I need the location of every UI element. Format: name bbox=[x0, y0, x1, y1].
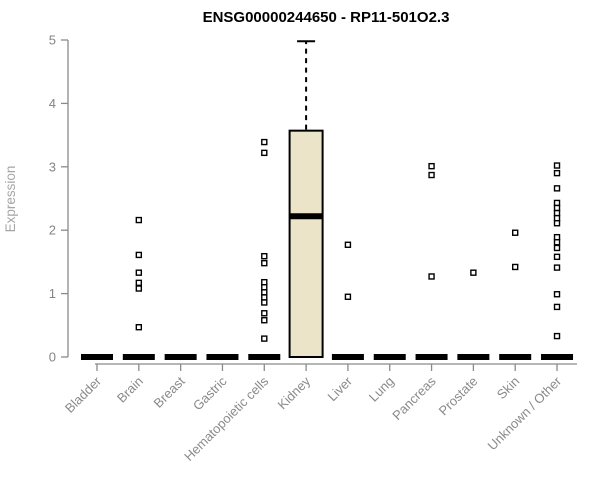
outlier-point bbox=[553, 185, 561, 192]
category-label: Prostate bbox=[436, 374, 481, 419]
outlier-point bbox=[261, 310, 268, 317]
outlier-point bbox=[135, 251, 143, 259]
category-label: Kidney bbox=[275, 373, 314, 412]
outlier-point bbox=[553, 264, 561, 271]
outlier-point bbox=[553, 233, 561, 241]
category-label: Liver bbox=[325, 373, 356, 404]
chart-title: ENSG00000244650 - RP11-501O2.3 bbox=[203, 9, 450, 26]
y-axis-tick-label: 4 bbox=[49, 96, 56, 111]
median-bar bbox=[541, 354, 574, 360]
median-bar bbox=[206, 354, 239, 360]
outlier-point bbox=[261, 289, 268, 296]
outlier-point bbox=[261, 259, 268, 267]
median-bar bbox=[373, 354, 406, 360]
outlier-point bbox=[428, 171, 435, 179]
outlier-point bbox=[344, 241, 352, 248]
outlier-point bbox=[553, 239, 561, 246]
outlier-point bbox=[428, 162, 435, 170]
outlier-point bbox=[135, 216, 143, 224]
y-axis-label: Expression bbox=[3, 166, 18, 233]
outlier-point bbox=[261, 149, 268, 157]
category-label: Breast bbox=[151, 373, 188, 410]
outlier-point bbox=[553, 332, 561, 340]
category-label: Lung bbox=[366, 374, 397, 405]
y-axis-tick-label: 3 bbox=[49, 159, 56, 174]
outlier-point bbox=[553, 220, 561, 227]
outlier-point bbox=[261, 317, 268, 324]
outlier-point bbox=[261, 252, 268, 260]
outlier-point bbox=[553, 209, 561, 217]
median-bar bbox=[248, 354, 281, 360]
outlier-point bbox=[135, 285, 143, 292]
outlier-point bbox=[135, 324, 143, 331]
outlier-point bbox=[261, 335, 268, 342]
category-label: Gastric bbox=[190, 373, 230, 413]
outlier-point bbox=[553, 204, 561, 212]
boxes-layer bbox=[81, 40, 574, 360]
box bbox=[288, 129, 324, 358]
outlier-point bbox=[428, 273, 435, 280]
outlier-point bbox=[135, 279, 143, 287]
outliers-layer bbox=[135, 138, 561, 342]
outlier-point bbox=[553, 253, 561, 261]
outlier-point bbox=[553, 244, 561, 252]
outlier-point bbox=[261, 278, 268, 286]
median-bar bbox=[290, 213, 323, 220]
category-label: Bladder bbox=[62, 373, 105, 416]
outlier-point bbox=[261, 294, 268, 301]
category-label: Pancreas bbox=[389, 373, 439, 423]
median-bar bbox=[81, 354, 113, 360]
outlier-point bbox=[553, 162, 561, 169]
outlier-point bbox=[261, 284, 268, 291]
outlier-point bbox=[261, 299, 268, 306]
outlier-point bbox=[553, 199, 561, 207]
median-bar bbox=[415, 354, 448, 360]
y-axis-tick-label: 1 bbox=[49, 286, 56, 301]
outlier-point bbox=[553, 291, 561, 298]
outlier-point bbox=[135, 269, 143, 276]
category-label: Brain bbox=[114, 374, 146, 406]
outlier-point bbox=[512, 263, 519, 271]
category-label: Skin bbox=[494, 374, 522, 402]
median-bar bbox=[164, 354, 197, 360]
outlier-point bbox=[553, 214, 561, 222]
outlier-point bbox=[512, 229, 519, 236]
category-label: Unknown / Other bbox=[485, 373, 565, 453]
median-bar bbox=[331, 354, 364, 360]
y-axis-tick-label: 2 bbox=[49, 223, 56, 238]
outlier-point bbox=[553, 303, 561, 311]
y-axis-tick-label: 0 bbox=[49, 350, 56, 365]
outlier-point bbox=[344, 293, 352, 300]
y-axis-tick-label: 5 bbox=[49, 33, 56, 48]
median-bar bbox=[122, 354, 155, 360]
outlier-point bbox=[261, 138, 268, 146]
median-bar bbox=[499, 354, 532, 360]
median-bar bbox=[457, 354, 490, 360]
y-axis: 0 1 2 3 4 5 bbox=[49, 33, 69, 365]
outlier-point bbox=[470, 269, 477, 276]
outlier-point bbox=[553, 169, 561, 177]
